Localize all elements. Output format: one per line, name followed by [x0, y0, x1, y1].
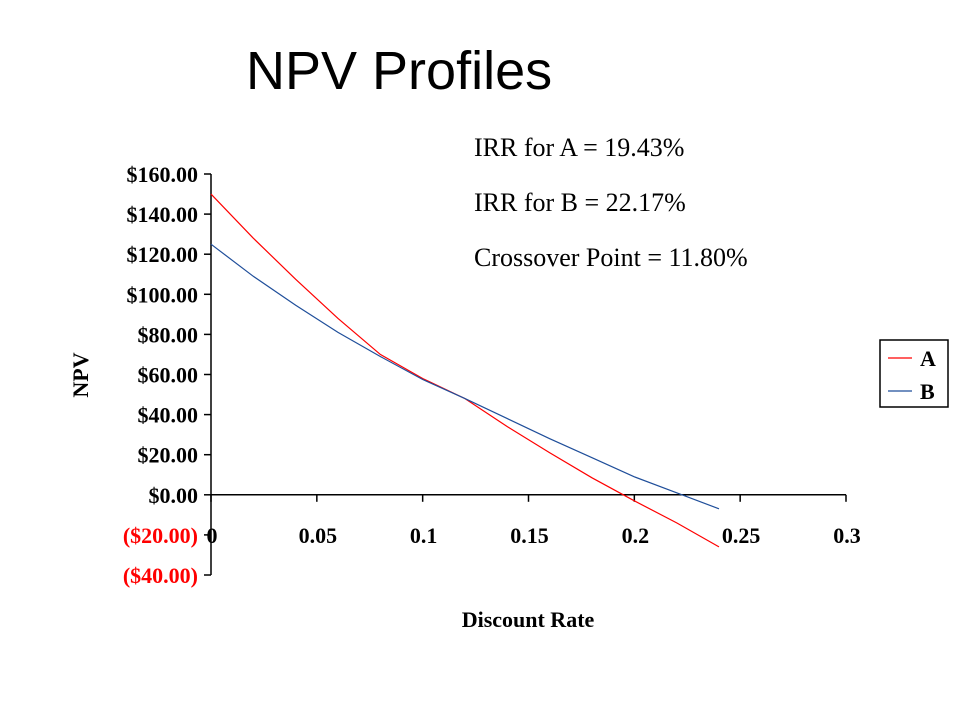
irr-note-b: IRR for B = 22.17% [474, 188, 686, 217]
x-tick-label: 0.2 [622, 523, 650, 548]
legend-label-a: A [920, 346, 936, 371]
x-axis-title: Discount Rate [462, 607, 595, 632]
slide-title: NPV Profiles [246, 41, 553, 101]
legend-label-b: B [920, 379, 935, 404]
x-tick-label: 0.25 [722, 523, 761, 548]
y-tick-label: $140.00 [127, 202, 199, 227]
series-lines [210, 193, 720, 548]
y-tick-label: ($20.00) [123, 523, 198, 548]
irr-note-a: IRR for A = 19.43% [474, 133, 685, 162]
x-tick-label: 0 [207, 523, 218, 548]
y-tick-label: $100.00 [127, 282, 199, 307]
y-tick-label: $40.00 [138, 403, 199, 428]
y-tick-label: $80.00 [138, 322, 199, 347]
y-tick-label: $0.00 [149, 483, 199, 508]
x-tick-label: 0.1 [410, 523, 438, 548]
series-line-b [210, 243, 720, 510]
legend-box [879, 339, 949, 408]
tick-labels: $160.00 $140.00 $120.00 $100.00 $80.00 $60.00… [123, 162, 861, 588]
x-tick-label: 0.3 [833, 523, 861, 548]
irr-notes: IRR for A = 19.43% IRR for B = 22.17% Cr… [474, 130, 748, 295]
y-axis-title: NPV [68, 352, 93, 397]
x-tick-label: 0.15 [510, 523, 549, 548]
legend: AB [879, 339, 949, 408]
y-tick-label: $20.00 [138, 443, 199, 468]
y-tick-label: $120.00 [127, 242, 199, 267]
y-tick-label: ($40.00) [123, 563, 198, 588]
y-tick-label: $160.00 [127, 162, 199, 187]
axes [204, 173, 847, 576]
y-tick-label: $60.00 [138, 363, 199, 388]
crossover-note: Crossover Point = 11.80% [474, 243, 748, 272]
series-line-a [210, 193, 720, 548]
x-tick-label: 0.05 [299, 523, 338, 548]
